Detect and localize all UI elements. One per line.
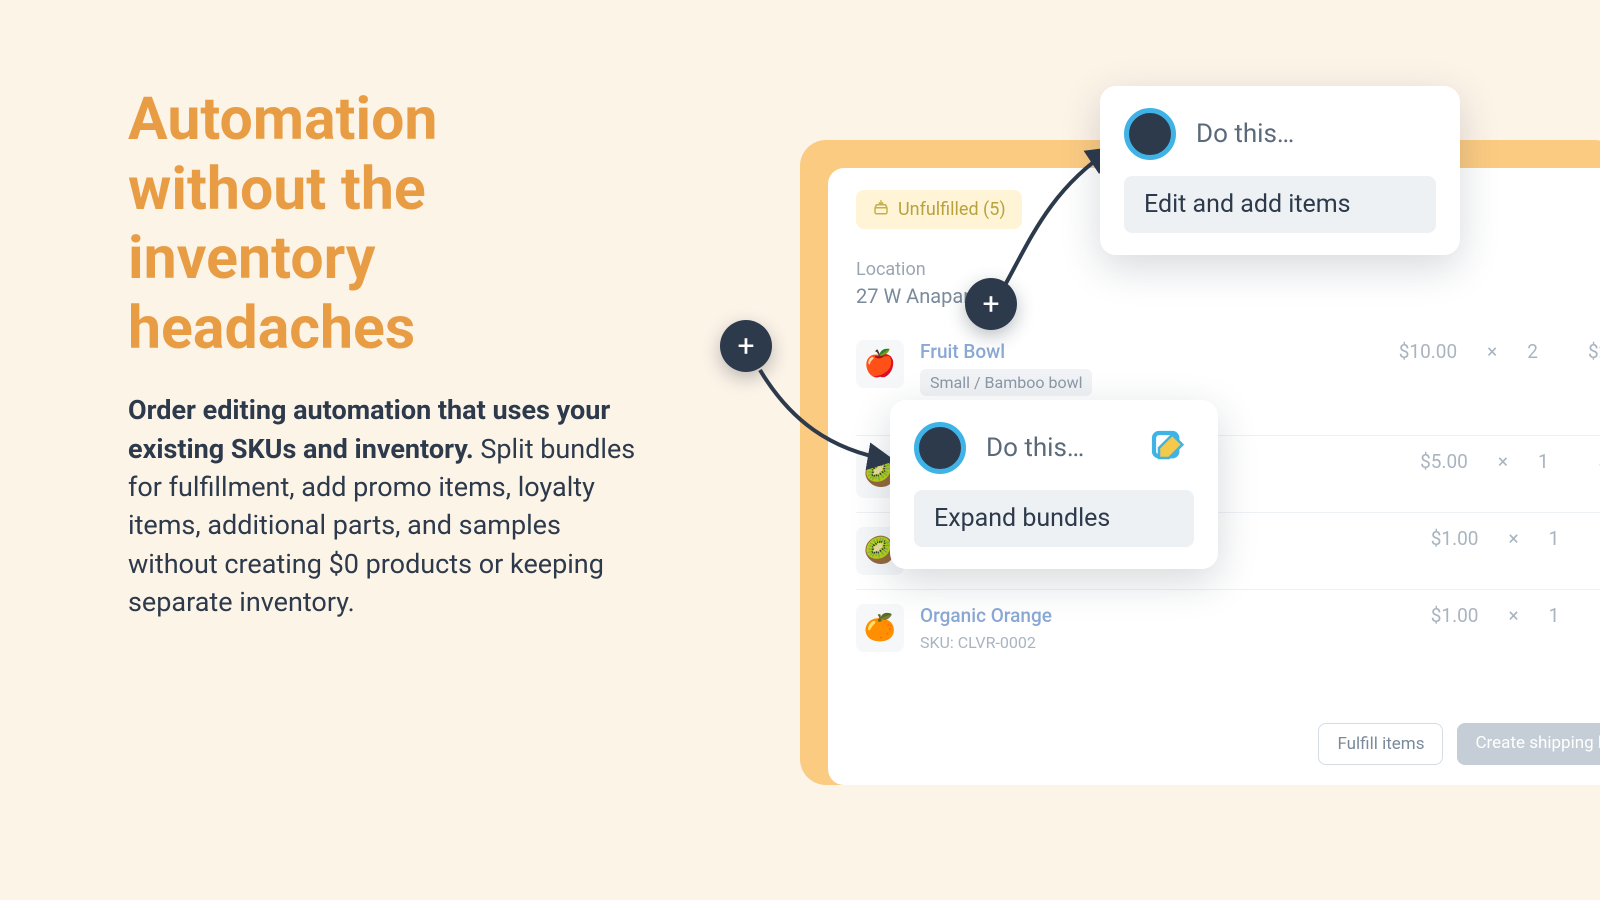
item-pricing: $1.00 × 1 $ xyxy=(1431,527,1600,550)
box-icon xyxy=(872,198,890,221)
qty-sep: × xyxy=(1508,604,1518,627)
item-pricing: $10.00 × 2 $20 xyxy=(1399,340,1600,363)
item-pricing: $5.00 × 1 $5 xyxy=(1420,450,1600,473)
item-thumb: 🍊 xyxy=(856,604,904,652)
headline: Automation without the inventory headach… xyxy=(128,85,648,363)
plus-node-icon[interactable]: + xyxy=(965,278,1017,330)
badge-label: Unfulfilled (5) xyxy=(898,199,1006,220)
popover-head: Do this… xyxy=(1124,108,1436,160)
action-popover-edit: Do this… Edit and add items xyxy=(1100,86,1460,255)
item-pricing: $1.00 × 1 $ xyxy=(1431,604,1600,627)
item-price: $5.00 xyxy=(1420,450,1468,473)
qty-sep: × xyxy=(1498,450,1508,473)
fulfill-button[interactable]: Fulfill items xyxy=(1318,723,1443,765)
create-shipping-button[interactable]: Create shipping l xyxy=(1457,723,1600,765)
unfulfilled-badge: Unfulfilled (5) xyxy=(856,190,1022,229)
item-thumb: 🍎 xyxy=(856,340,904,388)
qty-sep: × xyxy=(1508,527,1518,550)
item-qty: 1 xyxy=(1549,527,1560,550)
edit-pencil-icon xyxy=(1144,423,1194,473)
item-variant: Small / Bamboo bowl xyxy=(920,369,1092,396)
hero-text: Automation without the inventory headach… xyxy=(128,85,648,621)
item-qty: 1 xyxy=(1538,450,1549,473)
popover-action[interactable]: Edit and add items xyxy=(1124,176,1436,233)
popover-head: Do this… xyxy=(914,422,1194,474)
plus-node-icon[interactable]: + xyxy=(720,320,772,372)
popover-action[interactable]: Expand bundles xyxy=(914,490,1194,547)
item-qty: 1 xyxy=(1549,604,1560,627)
item-name[interactable]: Organic Orange xyxy=(920,604,1415,627)
item-price: $1.00 xyxy=(1431,527,1479,550)
item-price: $10.00 xyxy=(1399,340,1457,363)
item-name[interactable]: Fruit Bowl xyxy=(920,340,1383,363)
order-footer: Fulfill items Create shipping l xyxy=(1318,723,1600,765)
item-price: $1.00 xyxy=(1431,604,1479,627)
item-line: $20 xyxy=(1588,340,1600,363)
step-dot-icon xyxy=(1124,108,1176,160)
item-info: Organic Orange SKU: CLVR-0002 xyxy=(920,604,1415,652)
action-popover-expand: Do this… Expand bundles xyxy=(890,400,1218,569)
popover-title: Do this… xyxy=(1196,119,1294,149)
step-dot-icon xyxy=(914,422,966,474)
line-item: 🍊 Organic Orange SKU: CLVR-0002 $1.00 × … xyxy=(856,590,1600,666)
item-sku: SKU: CLVR-0002 xyxy=(920,633,1415,652)
qty-sep: × xyxy=(1487,340,1497,363)
item-qty: 2 xyxy=(1527,340,1538,363)
location-label: Location xyxy=(856,259,1600,280)
body-text: Order editing automation that uses your … xyxy=(128,391,648,621)
popover-title: Do this… xyxy=(986,433,1084,463)
